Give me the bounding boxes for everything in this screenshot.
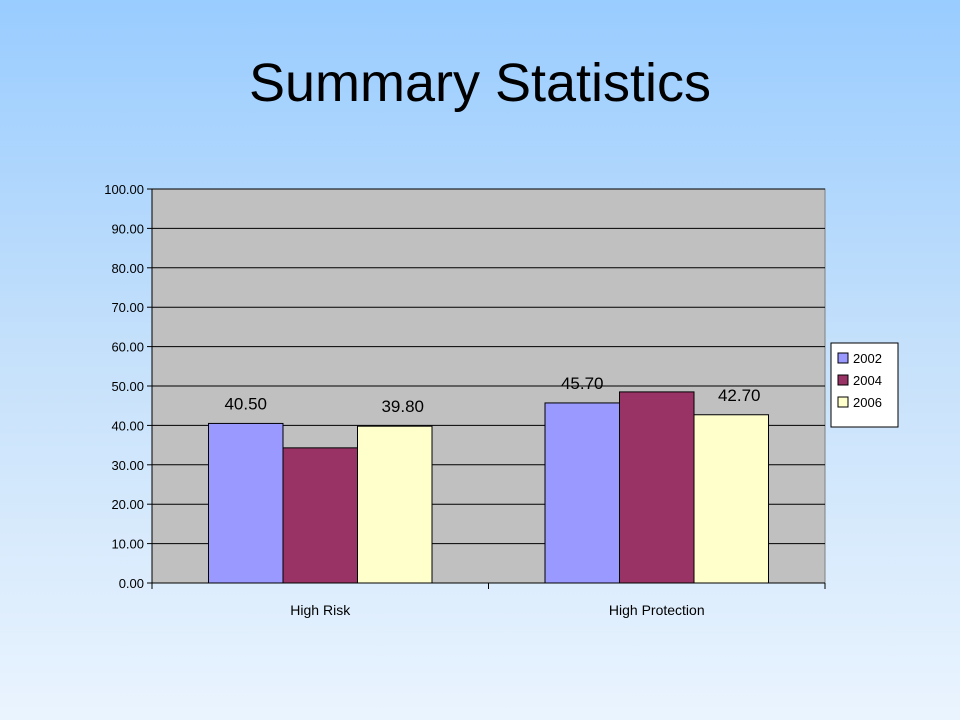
- x-tick-label: High Protection: [609, 602, 705, 618]
- data-label: 39.80: [381, 397, 424, 416]
- y-tick-label: 90.00: [111, 221, 144, 236]
- y-tick-label: 50.00: [111, 379, 144, 394]
- legend-label: 2002: [853, 351, 882, 366]
- slide-title: Summary Statistics: [248, 53, 712, 113]
- legend-label: 2004: [853, 373, 882, 388]
- data-label: 45.70: [561, 374, 604, 393]
- bar: [619, 391, 695, 584]
- y-tick-label: 100.00: [104, 182, 144, 197]
- y-tick-label: 70.00: [111, 300, 144, 315]
- legend-swatch: [837, 396, 849, 408]
- bar: [544, 402, 620, 584]
- y-tick-label: 0.00: [119, 576, 144, 591]
- bar: [693, 414, 769, 584]
- data-label: 42.70: [718, 386, 761, 405]
- data-label: 40.50: [224, 394, 267, 413]
- y-tick-label: 60.00: [111, 340, 144, 355]
- y-tick-label: 40.00: [111, 418, 144, 433]
- bar: [282, 447, 358, 584]
- bar: [357, 425, 433, 584]
- legend-label: 2006: [853, 395, 882, 410]
- bar: [208, 422, 284, 584]
- y-tick-label: 20.00: [111, 497, 144, 512]
- legend-swatch: [837, 374, 849, 386]
- legend-swatch: [837, 352, 849, 364]
- x-tick-label: High Risk: [290, 602, 351, 618]
- y-tick-label: 80.00: [111, 261, 144, 276]
- y-tick-label: 10.00: [111, 537, 144, 552]
- y-tick-label: 30.00: [111, 458, 144, 473]
